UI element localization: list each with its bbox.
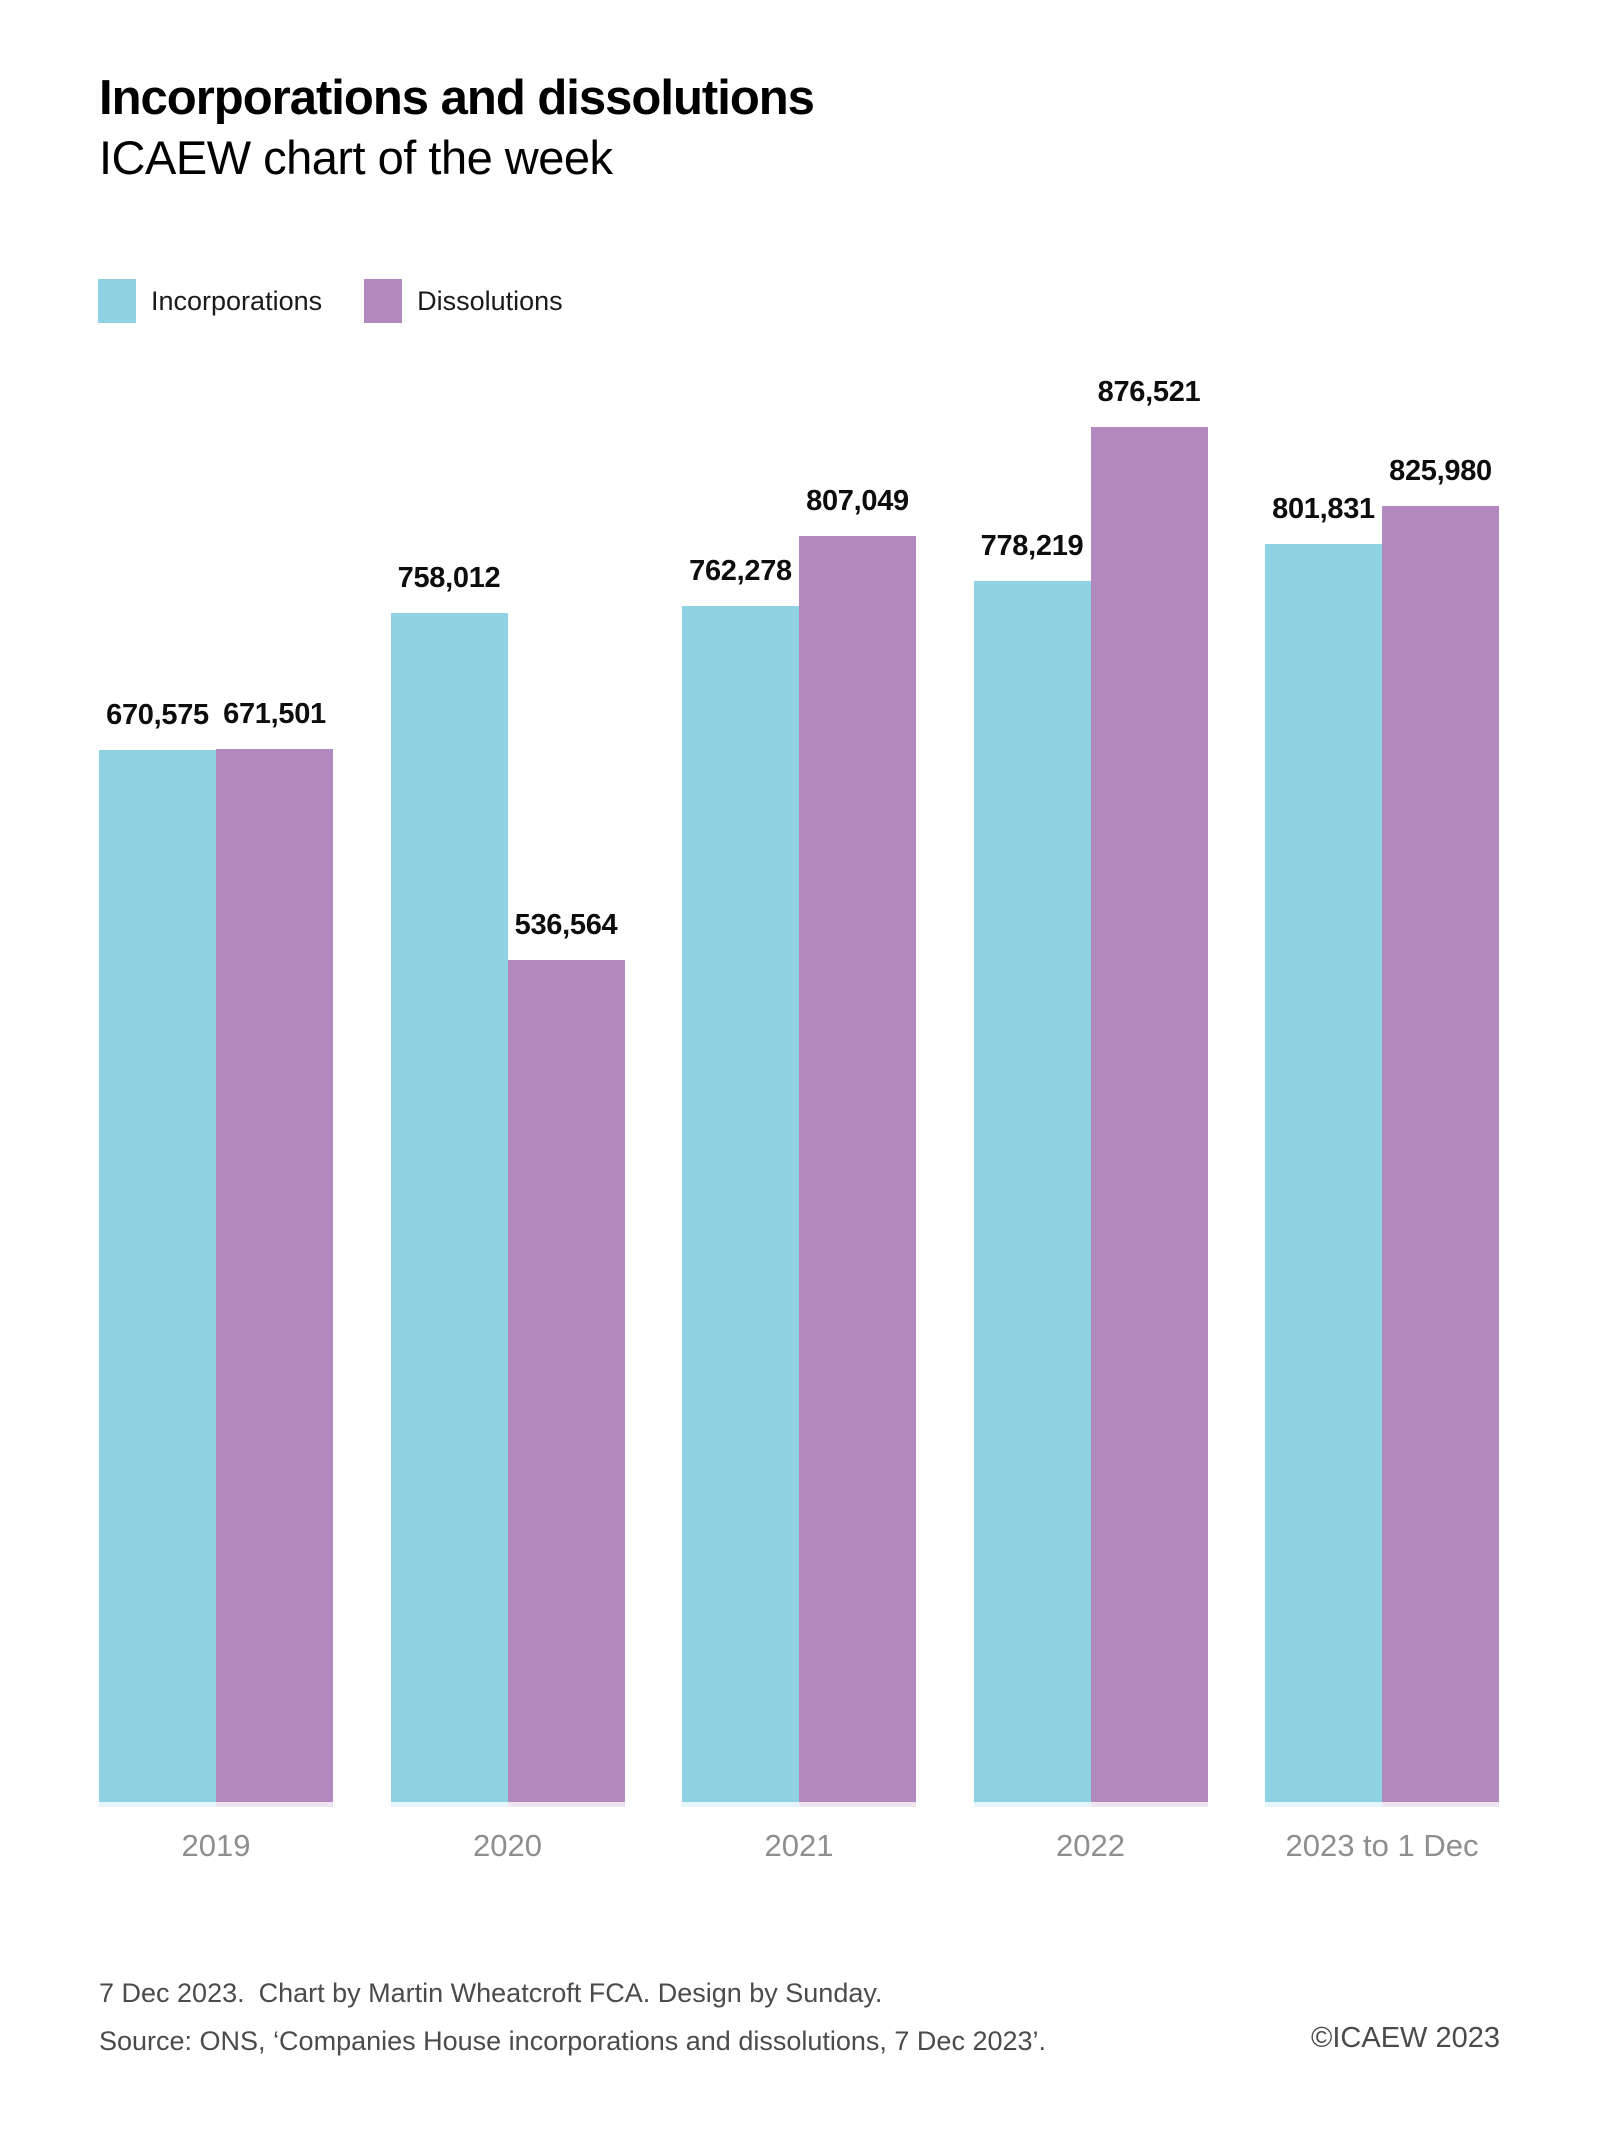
bar-underglow: [1265, 1802, 1382, 1807]
bar-incorporations-2022: [973, 581, 1091, 1802]
bar-underglow: [390, 1802, 508, 1807]
bar-underglow: [1382, 1802, 1499, 1807]
legend: Incorporations Dissolutions: [98, 279, 605, 323]
legend-item-dissolutions: Dissolutions: [364, 279, 563, 323]
bar-dissolutions-2020: [507, 960, 625, 1802]
bar-dissolutions-2023-to-1-Dec: [1382, 506, 1499, 1802]
dissolutions-swatch-icon: [364, 279, 403, 323]
bar-value-label: 876,521: [1097, 376, 1201, 408]
bar-underglow: [1090, 1802, 1208, 1807]
x-axis-label-2023-to-1-Dec: 2023 to 1 Dec: [1285, 1828, 1479, 1863]
bar-incorporations-2021: [682, 606, 799, 1802]
legend-label-incorporations: Incorporations: [151, 285, 323, 316]
bar-underglow: [799, 1802, 916, 1807]
bar-incorporations-2020: [390, 613, 508, 1802]
bar-value-label: 801,831: [1272, 493, 1375, 525]
x-axis-label-2020: 2020: [473, 1828, 542, 1863]
x-axis-label-2021: 2021: [764, 1828, 834, 1863]
x-axis-label-2019: 2019: [181, 1828, 251, 1863]
bar-value-label: 670,575: [106, 699, 209, 731]
bar-value-label: 536,564: [514, 909, 618, 941]
footer-source-line: Source: ONS, ‘Companies House incorporat…: [99, 2026, 1047, 2056]
legend-label-dissolutions: Dissolutions: [417, 285, 563, 316]
bar-dissolutions-2021: [799, 536, 916, 1802]
bar-value-label: 825,980: [1389, 455, 1492, 487]
bar-dissolutions-2019: [216, 749, 333, 1802]
chart-title: Incorporations and dissolutions: [99, 71, 815, 125]
bar-value-label: 807,049: [806, 485, 909, 517]
bar-underglow: [99, 1802, 216, 1807]
legend-item-incorporations: Incorporations: [98, 279, 322, 323]
bar-dissolutions-2022: [1090, 427, 1208, 1802]
footer-credit: Chart by Martin Wheatcroft FCA. Design b…: [258, 1978, 883, 2008]
bar-underglow: [507, 1802, 625, 1807]
bar-underglow: [682, 1802, 799, 1807]
chart-subtitle: ICAEW chart of the week: [99, 131, 613, 184]
bar-value-label: 671,501: [223, 698, 326, 730]
bar-value-label: 778,219: [980, 530, 1084, 562]
bar-value-label: 758,012: [397, 562, 501, 594]
bar-underglow: [973, 1802, 1091, 1807]
bar-incorporations-2023-to-1-Dec: [1265, 544, 1382, 1802]
bar-underglow: [216, 1802, 333, 1807]
x-axis-label-2022: 2022: [1056, 1828, 1125, 1863]
bar-incorporations-2019: [99, 750, 216, 1802]
incorporations-swatch-icon: [98, 279, 136, 323]
bar-value-label: 762,278: [689, 555, 792, 587]
footer-date: 7 Dec 2023.: [99, 1978, 245, 2008]
footer-copyright: ©ICAEW 2023: [1311, 2022, 1500, 2054]
footer-credit-line: 7 Dec 2023. Chart by Martin Wheatcroft FC…: [99, 1978, 882, 2009]
